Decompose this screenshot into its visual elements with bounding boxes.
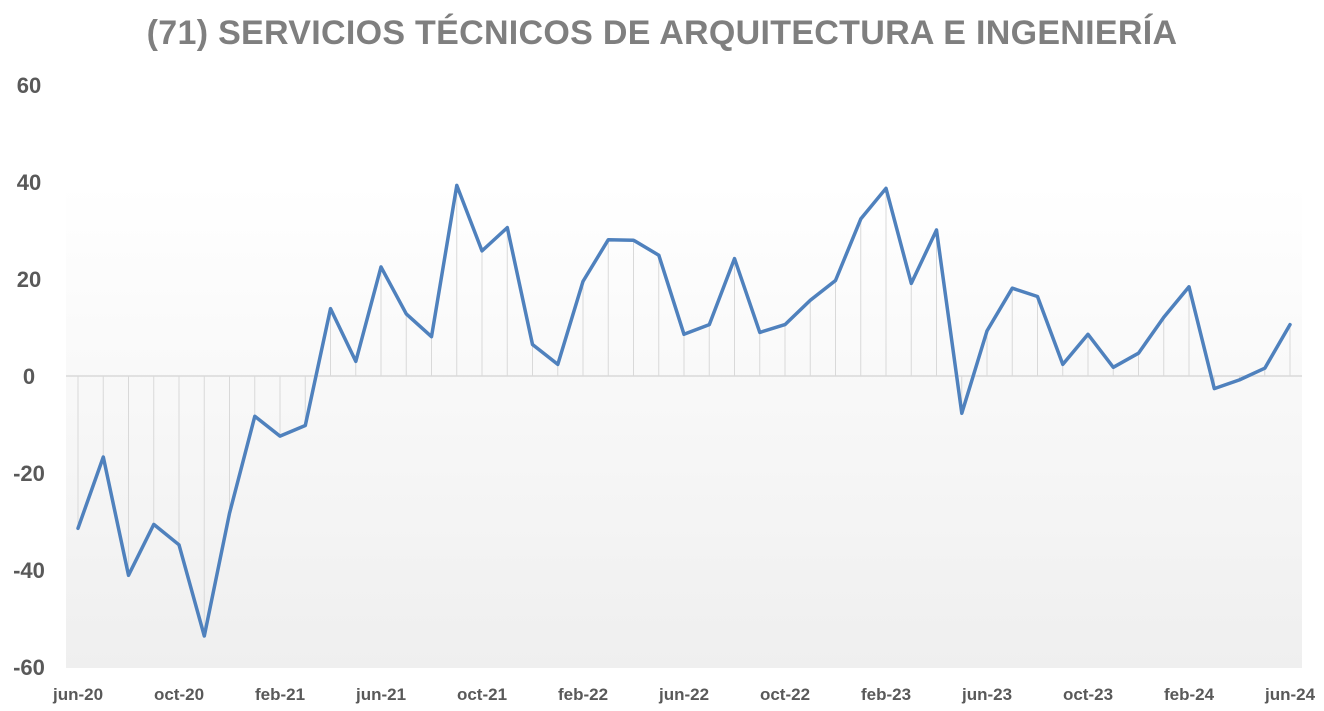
- y-tick-label: 60: [17, 73, 41, 98]
- x-tick-label: jun-20: [52, 685, 103, 704]
- y-tick-label: -60: [13, 655, 45, 680]
- series-line: [76, 183, 1292, 638]
- x-tick-label: oct-20: [154, 685, 204, 704]
- x-tick-label: oct-23: [1063, 685, 1113, 704]
- x-tick-label: jun-21: [355, 685, 406, 704]
- y-tick-label: 20: [17, 267, 41, 292]
- x-tick-label: jun-22: [658, 685, 709, 704]
- x-tick-label: oct-21: [457, 685, 507, 704]
- y-tick-label: 40: [17, 170, 41, 195]
- drop-lines: [77, 185, 1291, 636]
- x-tick-label: feb-21: [255, 685, 305, 704]
- x-tick-label: jun-23: [961, 685, 1012, 704]
- chart-title: (71) SERVICIOS TÉCNICOS DE ARQUITECTURA …: [146, 14, 1178, 52]
- x-tick-label: feb-23: [861, 685, 911, 704]
- x-axis: jun-20 oct-20 feb-21 jun-21 oct-21 feb-22 jun-…: [52, 685, 1316, 704]
- plot-area: [66, 184, 1302, 668]
- y-tick-label: -40: [13, 558, 45, 583]
- x-tick-label: oct-22: [760, 685, 810, 704]
- x-tick-label: feb-22: [558, 685, 608, 704]
- x-tick-label: feb-24: [1164, 685, 1215, 704]
- y-tick-label: 0: [23, 364, 35, 389]
- x-tick-label: jun-24: [1264, 685, 1316, 704]
- y-axis: 60 40 20 0 -20 -40 -60: [13, 73, 45, 680]
- y-tick-label: -20: [13, 461, 45, 486]
